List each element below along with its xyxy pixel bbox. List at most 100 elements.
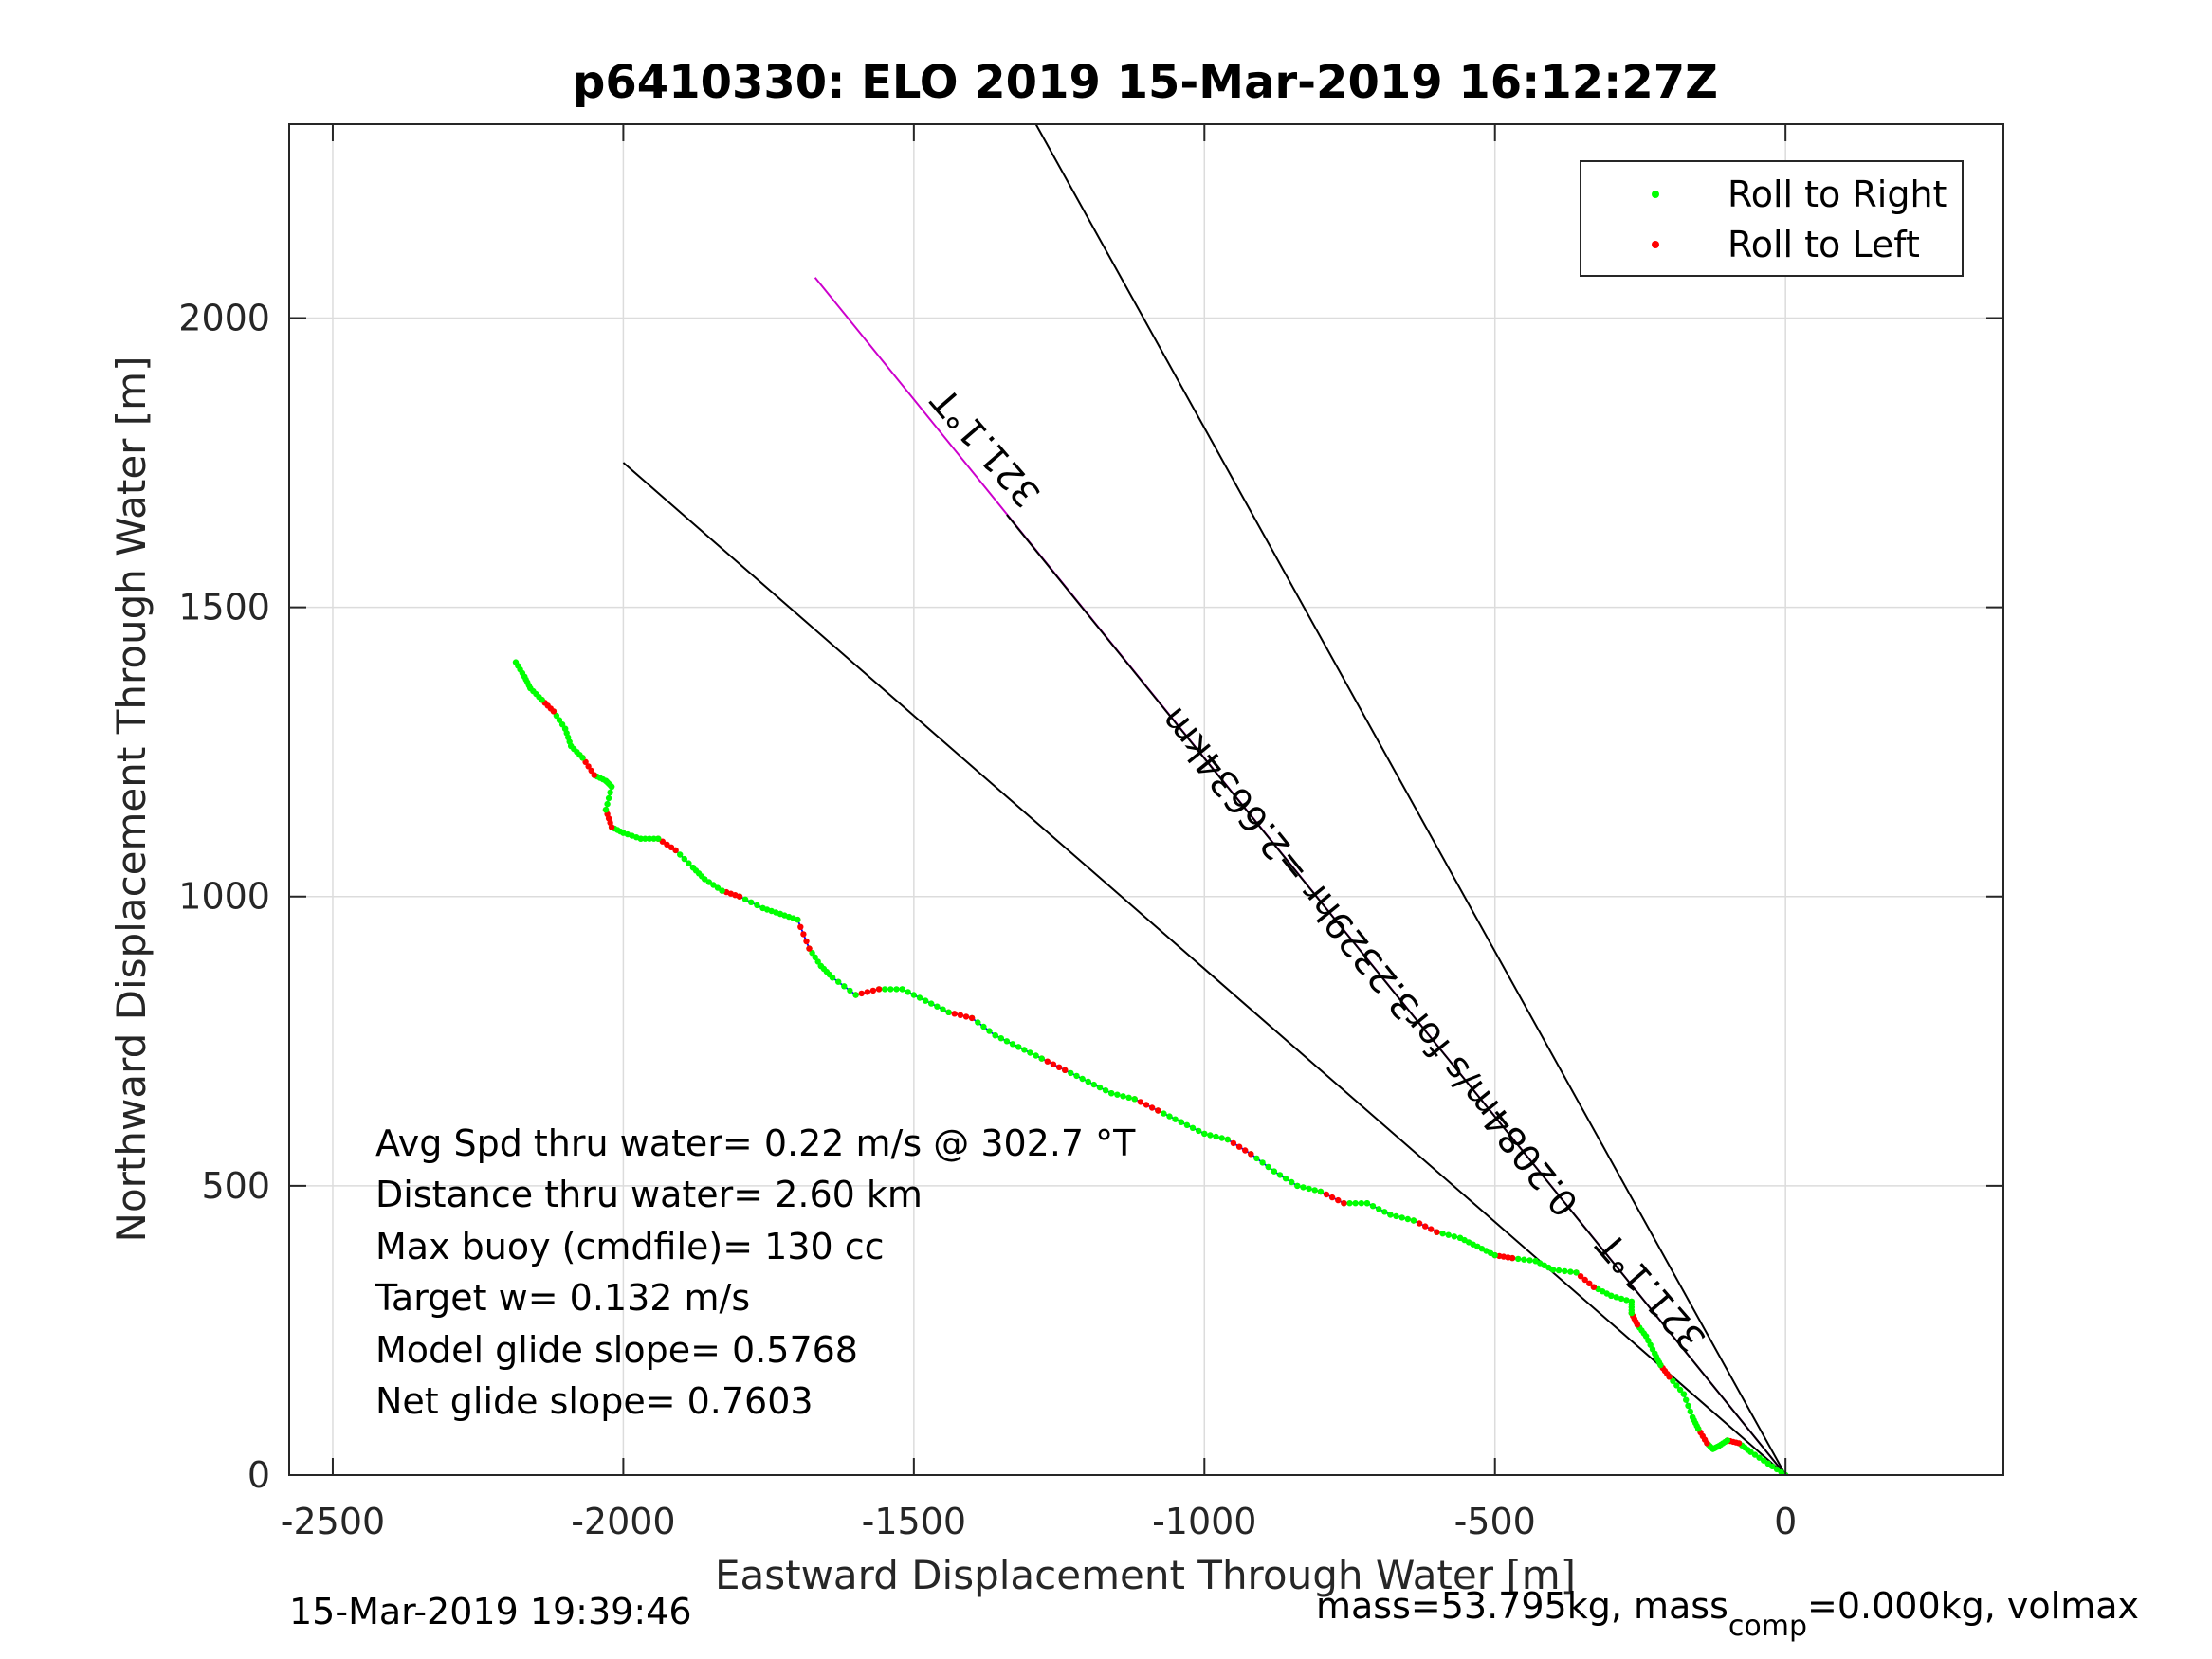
roll-right-marker [759,904,766,912]
roll-right-marker [975,1019,981,1026]
roll-right-marker [710,882,717,888]
roll-right-marker [992,1032,998,1039]
roll-left-marker [1428,1226,1435,1232]
roll-right-marker [1189,1124,1197,1132]
axes-frame [288,123,2004,1476]
roll-right-marker [558,721,566,728]
roll-left-marker [1148,1104,1156,1111]
roll-right-marker [1456,1234,1464,1242]
roll-right-marker [852,992,859,998]
roll-right-marker [714,884,722,891]
guide-lines [622,124,1787,1475]
roll-right-marker [1161,1110,1167,1117]
legend-box [1580,160,1964,277]
roll-right-marker [945,1009,952,1016]
roll-right-marker [607,789,613,796]
roll-right-marker [642,835,649,842]
roll-right-marker [1120,1093,1126,1100]
roll-right-marker [689,865,697,871]
roll-left-marker [1581,1276,1588,1284]
roll-right-marker [1685,1402,1691,1410]
legend-label-roll-left: Roll to Left [1728,224,1920,265]
roll-right-marker [1613,1294,1619,1301]
roll-right-marker [1276,1172,1284,1178]
roll-right-marker [741,896,749,902]
roll-left-marker [1248,1151,1254,1158]
roll-right-marker [1213,1133,1219,1140]
roll-left-marker [875,986,883,993]
roll-right-marker [1623,1297,1630,1304]
roll-right-marker [1300,1184,1307,1191]
roll-left-marker [591,772,597,778]
roll-right-marker [1769,1463,1776,1470]
roll-right-marker [814,958,821,965]
roll-left-marker [797,923,804,930]
x-tick-label: 0 [1774,1501,1797,1542]
current-line-black [1006,514,1786,1475]
roll-right-marker [1090,1081,1098,1088]
roll-left-marker [1044,1058,1051,1065]
y-tick-label: 0 [247,1454,270,1496]
roll-right-marker [1079,1075,1086,1083]
stats-text-block: Avg Spd thru water= 0.22 m/s @ 302.7 °T … [375,1122,1136,1422]
roll-left-marker [869,987,877,994]
roll-right-marker [1381,1209,1388,1215]
roll-left-marker [667,844,675,850]
roll-right-marker [1398,1214,1405,1221]
roll-left-marker [672,847,679,854]
roll-right-marker [1289,1178,1295,1186]
roll-right-marker [646,835,653,842]
roll-right-marker [916,994,923,1001]
roll-right-marker [1562,1267,1568,1275]
roll-right-marker [1439,1231,1446,1237]
legend-marker-roll-right [1652,191,1659,198]
plot-area: 321.1°T0.2084m/s for3.2329hr =2.6634km32… [288,123,2004,1476]
roll-right-marker [1526,1257,1533,1264]
roll-right-marker [1172,1116,1179,1122]
roll-right-marker [1346,1200,1353,1207]
roll-right-marker [1196,1127,1202,1135]
heading-line-321-1 [1034,124,1787,1475]
roll-right-marker [1673,1382,1680,1389]
roll-right-marker [1687,1408,1694,1415]
roll-right-marker [893,986,900,993]
footer-mass-info: mass=53.795kg, masscomp=0.000kg, volmax [1316,1585,2139,1643]
roll-right-marker [681,855,687,863]
x-tick-label: -1500 [862,1501,966,1542]
roll-left-marker [864,989,870,995]
roll-right-marker [1352,1200,1359,1207]
roll-right-marker [1756,1454,1763,1461]
roll-right-marker [1567,1268,1574,1275]
roll-right-marker [705,879,712,885]
roll-right-marker [748,899,755,905]
roll-right-marker [1628,1298,1636,1305]
roll-right-marker [882,986,888,993]
roll-right-marker [997,1035,1005,1042]
roll-right-marker [1521,1256,1527,1263]
legend: Roll to Right Roll to Left [1580,160,1964,277]
roll-left-marker [582,758,589,765]
roll-left-marker [1137,1099,1144,1105]
roll-right-marker [940,1006,946,1012]
roll-right-marker [1224,1136,1232,1143]
roll-left-marker [1590,1284,1598,1290]
roll-right-marker [1751,1451,1759,1458]
roll-right-marker [812,954,818,960]
roll-right-marker [553,712,560,720]
footer-timestamp: 15-Mar-2019 19:39:46 [289,1591,692,1632]
roll-right-marker [1515,1255,1522,1263]
roll-right-marker [1294,1182,1301,1190]
roll-right-marker [1003,1038,1011,1045]
roll-right-marker [1778,1468,1784,1475]
roll-right-marker [1680,1391,1688,1397]
roll-right-marker [686,860,692,866]
roll-left-marker [1586,1280,1593,1287]
roll-right-marker [1015,1044,1022,1050]
roll-right-marker [1166,1113,1173,1120]
roll-left-marker [1335,1196,1342,1204]
axes-box [289,124,2003,1475]
roll-right-marker [980,1023,987,1030]
roll-right-marker [1282,1176,1289,1182]
roll-right-marker [922,997,929,1004]
